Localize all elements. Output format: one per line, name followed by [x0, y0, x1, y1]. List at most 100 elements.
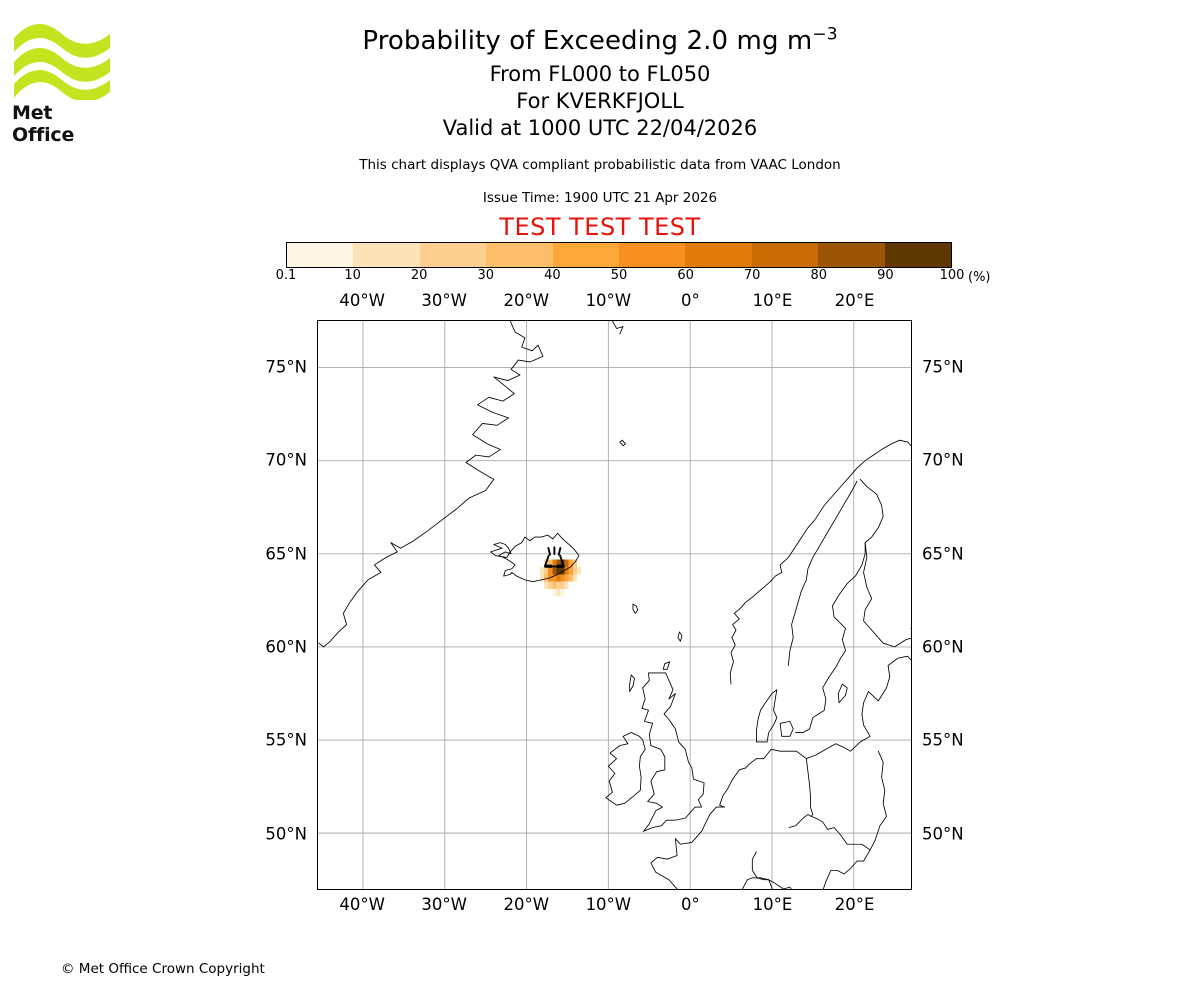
coastline-germany-poland-border: [805, 758, 814, 817]
coastline-netherlands-belgium: [719, 758, 757, 808]
plume-cell: [540, 566, 545, 575]
coastline-switzerland: [742, 877, 773, 889]
lon-label-bottom-20°W: 20°W: [503, 895, 550, 914]
coastline-outer-hebrides: [629, 674, 635, 693]
colorbar-tick-0.1: 0.1: [275, 268, 297, 283]
coastline-norway-sweden-border: [787, 480, 858, 666]
plume-cell: [572, 566, 577, 575]
coastline-finland-coast: [863, 542, 911, 648]
lon-label-top-40°W: 40°W: [339, 291, 385, 310]
colorbar-tick-10: 10: [344, 268, 361, 283]
lon-label-top-0°: 0°: [681, 291, 700, 310]
plume-cell: [560, 574, 565, 582]
qva-compliance-note: This chart displays QVA compliant probab…: [359, 157, 841, 173]
coastline-poland-east-border: [869, 750, 887, 851]
lon-label-bottom-0°: 0°: [681, 895, 700, 914]
coastline-uk-mainland: [641, 672, 705, 832]
copyright-notice: © Met Office Crown Copyright: [61, 961, 265, 977]
coastlines-and-borders: [318, 321, 911, 889]
plume-cell: [548, 559, 553, 567]
test-banner: TEST TEST TEST: [499, 213, 701, 241]
plume-cell: [560, 581, 565, 590]
lat-lon-gridlines: [318, 321, 911, 889]
volcano-eruption-ray-1: [547, 547, 551, 556]
plume-cell: [568, 559, 573, 567]
met-office-wave-mark: [14, 23, 110, 102]
lat-label-right-50°N: 50°N: [922, 824, 964, 844]
coastline-czech-slovakia: [810, 815, 871, 851]
plume-cell: [540, 574, 545, 582]
coastline-shetland: [677, 631, 683, 642]
lat-label-left-70°N: 70°N: [265, 450, 307, 470]
logo-wave-2: [14, 47, 110, 82]
plume-cell: [552, 574, 557, 582]
colorbar-tick-50: 50: [610, 268, 628, 283]
plume-cell: [556, 566, 561, 575]
plume-cell: [552, 581, 557, 590]
plume-cell: [564, 559, 569, 567]
coastline-svalbard-west: [611, 321, 624, 335]
colorbar-segment-7: [751, 243, 819, 267]
logo-wave-1: [14, 23, 110, 58]
lon-label-bottom-30°W: 30°W: [421, 895, 467, 914]
coastline-baltic-east: [886, 655, 911, 689]
lon-label-bottom-20°E: 20°E: [834, 895, 875, 914]
map-plot-area[interactable]: [317, 320, 912, 890]
plume-cell: [552, 589, 557, 597]
lat-label-right-75°N: 75°N: [922, 357, 964, 377]
volcano-marker-icon: [543, 546, 565, 568]
issue-time-label: Issue Time: 1900 UTC 21 Apr 2026: [482, 190, 718, 206]
plume-cell: [564, 566, 569, 575]
colorbar-segment-0: [287, 243, 354, 267]
plume-cell: [556, 559, 561, 567]
main-title-exponent: −3: [812, 24, 838, 45]
plume-cell: [568, 566, 573, 575]
flight-level-subtitle: From FL000 to FL050: [489, 62, 711, 86]
lon-label-top-30°W: 30°W: [421, 291, 467, 310]
lat-label-left-55°N: 55°N: [265, 730, 307, 750]
colorbar-tick-40: 40: [544, 268, 561, 283]
coastline-sweden-finland-border: [859, 478, 884, 544]
colorbar-segment-3: [486, 243, 553, 267]
plume-cell: [552, 559, 557, 567]
met-office-logo: Met Office: [12, 18, 112, 146]
colorbar-segment-4: [552, 243, 620, 267]
colorbar-tick-100: 100: [939, 268, 965, 283]
plume-cell: [552, 566, 557, 575]
colorbar-segment-9: [884, 243, 952, 267]
colorbar-segment-1: [353, 243, 420, 267]
plume-cell: [564, 581, 569, 590]
colorbar-segment-6: [685, 243, 752, 267]
map-canvas: [318, 321, 911, 889]
lat-label-left-60°N: 60°N: [265, 637, 307, 657]
volcano-cone: [543, 554, 565, 568]
valid-time-subtitle: Valid at 1000 UTC 22/04/2026: [442, 116, 758, 140]
colorbar-tick-labels: 0.1 10 20 30 40 50 60 70 80 90 100: [276, 268, 965, 288]
volcano-base-2: [556, 564, 564, 568]
page-title: Probability of Exceeding 2.0 mg m−3: [0, 26, 1200, 56]
colorbar-tick-20: 20: [410, 268, 428, 283]
volcano-eruption-ray-3: [557, 547, 562, 556]
met-office-logo-text: Met Office: [12, 102, 75, 146]
lon-label-bottom-40°W: 40°W: [339, 895, 385, 914]
coastline-orkney: [662, 661, 671, 670]
plume-cell: [544, 581, 549, 590]
plume-cell: [544, 566, 549, 575]
ash-probability-layer: [540, 559, 581, 597]
colorbar-tick-30: 30: [477, 268, 495, 283]
coastline-greenland-east-coast: [318, 321, 544, 648]
lon-label-bottom-10°E: 10°E: [752, 895, 793, 914]
lat-label-right-55°N: 55°N: [922, 730, 964, 750]
lon-label-bottom-10°W: 10°W: [585, 895, 632, 914]
main-title-text: Probability of Exceeding 2.0 mg m: [362, 26, 813, 56]
colorbar-tick-60: 60: [677, 268, 694, 283]
lon-label-top-20°W: 20°W: [503, 291, 550, 310]
lat-label-left-50°N: 50°N: [265, 824, 307, 844]
colorbar-unit-label: (%): [968, 270, 991, 285]
coastline-denmark-zealand: [779, 720, 794, 737]
coastline-sweden-south-coast: [795, 542, 866, 733]
lon-label-top-10°E: 10°E: [752, 291, 793, 310]
lat-label-left-75°N: 75°N: [265, 357, 307, 377]
colorbar-tick-80: 80: [810, 268, 828, 283]
plume-cell: [572, 559, 577, 567]
